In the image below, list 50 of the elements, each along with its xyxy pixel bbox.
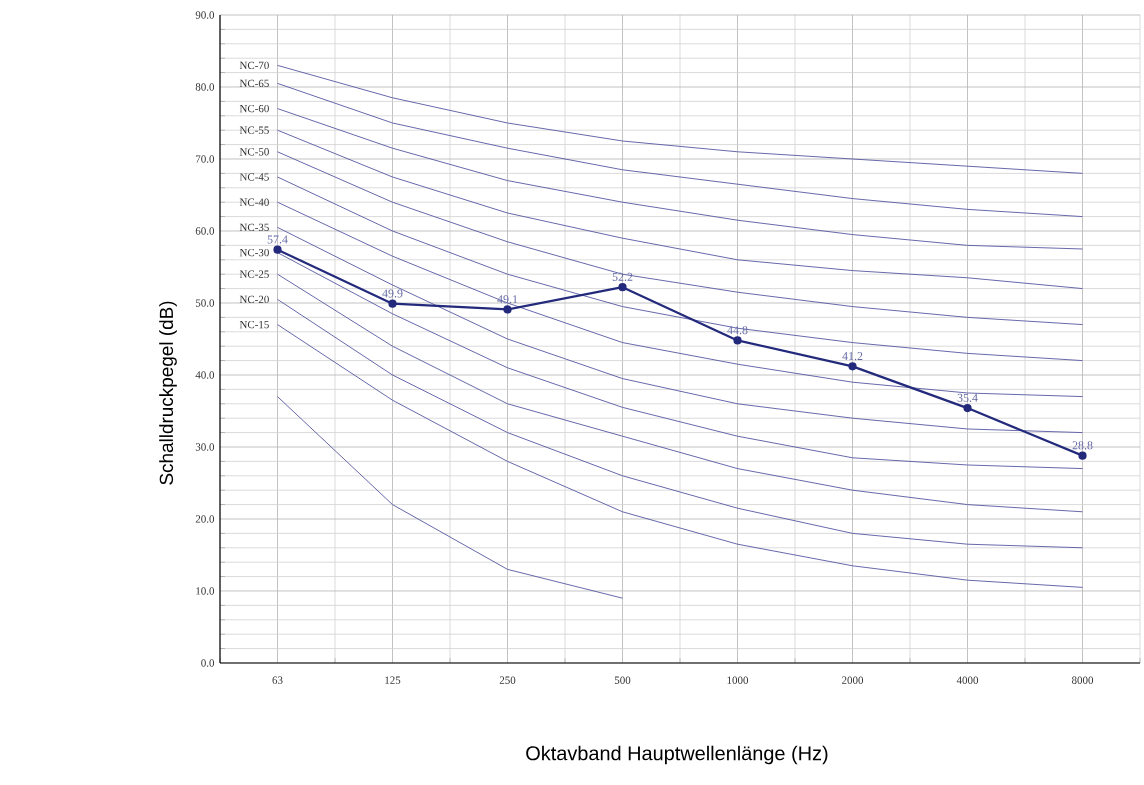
point bbox=[388, 299, 397, 308]
series-label: NC-55 bbox=[239, 126, 269, 134]
series-label: NC-65 bbox=[239, 79, 269, 88]
point bbox=[503, 305, 512, 314]
series-label: NC-15 bbox=[239, 320, 269, 329]
series-label: NC-30 bbox=[239, 248, 269, 257]
y-axis-title: Schalldruckpegel (dB) bbox=[159, 301, 177, 485]
data-label: 57.4 bbox=[267, 235, 288, 244]
y-tick-label: 60.0 bbox=[195, 227, 215, 235]
x-tick-label: 63 bbox=[272, 676, 283, 684]
x-tick-label: 1000 bbox=[727, 676, 749, 684]
point bbox=[848, 362, 857, 371]
series-label: NC-20 bbox=[239, 295, 269, 304]
series-label: NC-35 bbox=[239, 223, 269, 232]
y-tick-label: 80.0 bbox=[195, 83, 215, 91]
series-label: NC-60 bbox=[239, 104, 269, 113]
data-label: 52.2 bbox=[612, 272, 633, 281]
y-tick-label: 20.0 bbox=[195, 515, 215, 523]
point bbox=[733, 336, 742, 345]
data-label: 49.9 bbox=[382, 289, 403, 298]
x-tick-label: 125 bbox=[385, 676, 401, 684]
x-tick-label: 500 bbox=[614, 676, 631, 684]
point bbox=[273, 245, 282, 254]
series-label: NC-50 bbox=[239, 148, 269, 156]
line-series bbox=[277, 82, 1083, 218]
series-label: NC-45 bbox=[239, 173, 269, 181]
y-tick-label: 90.0 bbox=[195, 11, 215, 19]
data-label: 44.8 bbox=[727, 326, 748, 335]
x-tick-label: 2000 bbox=[842, 676, 864, 684]
y-tick-label: 70.0 bbox=[196, 155, 215, 163]
point bbox=[1078, 451, 1087, 460]
series-label: NC-40 bbox=[239, 198, 269, 206]
x-tick-label: 250 bbox=[499, 676, 516, 684]
data-label: 35.4 bbox=[957, 393, 978, 402]
y-tick-label: 50.0 bbox=[195, 299, 215, 307]
y-tick-label: 30.0 bbox=[195, 443, 215, 451]
series-label: NC-25 bbox=[239, 270, 269, 278]
x-tick-label: 4000 bbox=[956, 676, 979, 684]
data-label: 28.8 bbox=[1072, 441, 1093, 450]
point bbox=[618, 283, 627, 292]
series-label: NC-70 bbox=[239, 61, 269, 70]
point bbox=[963, 404, 972, 413]
data-label: 49.1 bbox=[497, 295, 518, 304]
data-label: 41.2 bbox=[842, 352, 863, 361]
x-tick-label: 8000 bbox=[1071, 676, 1094, 684]
y-tick-label: 10.0 bbox=[196, 587, 215, 595]
y-tick-label: 40.0 bbox=[195, 371, 215, 379]
y-tick-label: 0.0 bbox=[201, 659, 215, 667]
x-axis-title: Oktavband Hauptwellenlänge (Hz) bbox=[526, 745, 828, 765]
line-series bbox=[277, 396, 623, 599]
